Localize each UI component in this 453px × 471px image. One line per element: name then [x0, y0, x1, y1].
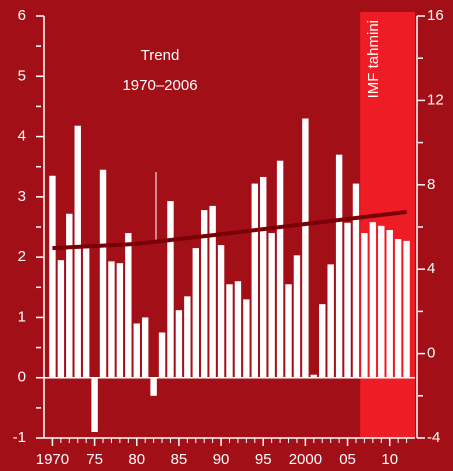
trend-line: [52, 209, 407, 251]
bar: [91, 377, 98, 432]
x-tick-label: 10: [381, 451, 398, 468]
x-tick-label: 1970: [36, 451, 69, 468]
bar: [99, 169, 107, 378]
bar: [344, 222, 351, 378]
bar: [209, 205, 216, 378]
bar: [116, 263, 124, 378]
annotation: 1970–2006: [122, 77, 197, 94]
y-tick-label: 5: [18, 67, 26, 84]
x-tick-label: 80: [128, 451, 145, 468]
y2-tick-label: -4: [427, 429, 440, 446]
y2-tick-label: 12: [427, 91, 444, 108]
bar: [268, 233, 275, 378]
bar: [167, 201, 174, 378]
bar: [243, 299, 250, 378]
bar: [133, 323, 140, 378]
x-tick-label: 05: [339, 451, 356, 468]
bar: [192, 248, 199, 378]
bar: [158, 332, 166, 378]
bar: [234, 281, 242, 378]
bar: [335, 154, 343, 378]
bar: [386, 230, 393, 378]
bar: [378, 225, 385, 378]
bar: [369, 222, 377, 378]
bar: [251, 183, 258, 378]
bar: [175, 310, 183, 378]
bar: [285, 284, 292, 378]
bar: [226, 284, 233, 378]
bar: [302, 118, 309, 378]
bar: [403, 240, 410, 378]
y-tick-label: 4: [18, 128, 26, 145]
x-tick-label: 90: [213, 451, 230, 468]
annotation: IMF tahmini: [365, 20, 382, 98]
y-tick-label: 6: [18, 7, 26, 24]
bar: [184, 296, 191, 378]
bar: [108, 261, 115, 378]
bar: [310, 374, 318, 378]
bar: [394, 239, 402, 378]
bar: [217, 245, 225, 378]
bar: [141, 317, 149, 378]
bar: [125, 233, 132, 378]
bar: [201, 210, 208, 378]
y2-tick-label: 8: [427, 176, 435, 193]
bar: [74, 125, 81, 378]
y-tick-label: -1: [13, 429, 26, 446]
y2-tick-label: 16: [427, 7, 444, 24]
x-tick-label: 95: [255, 451, 272, 468]
bar: [57, 260, 65, 378]
y-tick-label: 1: [18, 308, 26, 325]
bar: [66, 213, 73, 378]
bar: [361, 233, 368, 378]
y-tick-label: 3: [18, 188, 26, 205]
y2-tick-label: 4: [427, 260, 435, 277]
bar: [319, 304, 326, 378]
y2-tick-label: 0: [427, 345, 435, 362]
y-tick-label: 2: [18, 248, 26, 265]
bar: [49, 175, 56, 378]
bar: [260, 176, 267, 378]
bar: [276, 160, 284, 378]
bar: [82, 248, 90, 378]
bar: [150, 377, 157, 396]
x-tick-label: 2000: [289, 451, 322, 468]
bar: [352, 183, 360, 378]
x-tick-label: 75: [86, 451, 103, 468]
bar: [293, 255, 301, 378]
annotation: Trend: [141, 47, 180, 64]
y-tick-label: 0: [18, 369, 26, 386]
x-tick-label: 85: [171, 451, 188, 468]
bar: [327, 264, 334, 378]
